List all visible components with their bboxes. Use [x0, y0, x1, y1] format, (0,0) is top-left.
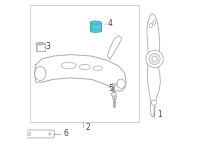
Ellipse shape	[90, 30, 101, 33]
Ellipse shape	[93, 22, 98, 23]
Ellipse shape	[153, 21, 155, 24]
Bar	[36, 44, 45, 51]
Ellipse shape	[61, 62, 76, 69]
Text: 1: 1	[158, 110, 162, 119]
FancyBboxPatch shape	[25, 130, 54, 138]
Ellipse shape	[117, 79, 125, 88]
Polygon shape	[34, 55, 126, 91]
Ellipse shape	[27, 132, 31, 136]
Circle shape	[152, 56, 157, 62]
Bar	[30, 5, 139, 122]
Ellipse shape	[90, 21, 101, 24]
Ellipse shape	[38, 43, 42, 44]
Ellipse shape	[149, 23, 153, 28]
Circle shape	[146, 50, 163, 68]
Ellipse shape	[36, 42, 45, 45]
Text: 6: 6	[63, 129, 68, 138]
Bar	[90, 23, 101, 31]
Ellipse shape	[35, 66, 46, 81]
Polygon shape	[147, 14, 160, 117]
Text: 3: 3	[46, 42, 51, 51]
Circle shape	[149, 53, 160, 65]
Text: 2: 2	[85, 123, 90, 132]
Circle shape	[151, 100, 156, 105]
Polygon shape	[107, 36, 122, 59]
Ellipse shape	[79, 64, 90, 70]
Text: 4: 4	[108, 19, 113, 28]
Text: 5: 5	[108, 84, 113, 93]
Ellipse shape	[49, 133, 51, 135]
Bar	[112, 82, 116, 85]
Ellipse shape	[111, 92, 116, 96]
Bar	[112, 96, 116, 98]
Ellipse shape	[93, 66, 102, 71]
